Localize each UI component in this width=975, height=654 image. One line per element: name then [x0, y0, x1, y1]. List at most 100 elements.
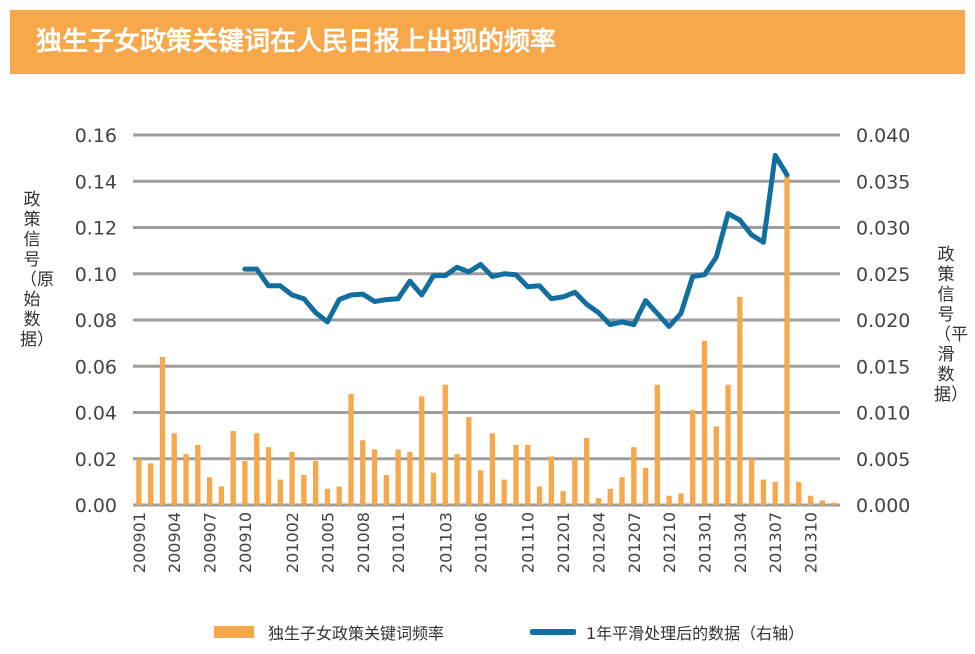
- grid-lines: [133, 133, 840, 507]
- bar-series: [136, 174, 837, 505]
- bar: [713, 426, 719, 505]
- bar: [148, 463, 154, 505]
- x-axis-ticks: 200901 200904 200907 200910 201002 201005 2010…: [130, 512, 821, 573]
- bar: [466, 417, 472, 505]
- bar: [336, 486, 342, 505]
- y-tick-label: 0.10: [75, 264, 117, 286]
- bar: [183, 454, 189, 505]
- legend-bar-swatch: [214, 626, 254, 638]
- bar: [631, 447, 637, 505]
- bar: [324, 488, 331, 505]
- bar: [619, 477, 625, 505]
- bar: [419, 396, 425, 505]
- y-tick-label: 0.08: [75, 310, 117, 332]
- chart-title: 独生子女政策关键词在人民日报上出现的频率: [36, 27, 557, 57]
- y-tick-label: 0.00: [75, 495, 117, 517]
- bar: [548, 456, 554, 505]
- x-tick-label: 201008: [354, 512, 373, 573]
- y-tick-label: 0.02: [75, 449, 117, 471]
- y2-tick-label: 0.035: [856, 171, 910, 193]
- y2-tick-label: 0.040: [856, 125, 910, 147]
- bar: [301, 474, 307, 505]
- y2-tick-label: 0.025: [856, 264, 910, 286]
- bar: [195, 444, 201, 505]
- x-tick-label: 201301: [695, 512, 714, 573]
- x-tick-label: 200901: [130, 512, 149, 573]
- bar: [560, 491, 566, 505]
- bar: [442, 384, 448, 505]
- bar: [360, 440, 366, 505]
- bar: [383, 474, 389, 505]
- legend-item-bars: 独生子女政策关键词频率: [214, 618, 444, 646]
- bar: [760, 479, 767, 505]
- bar: [595, 498, 602, 505]
- line-series: [242, 152, 790, 329]
- x-tick-label: 201002: [283, 512, 302, 573]
- bar: [159, 357, 166, 505]
- bar: [477, 470, 484, 505]
- x-tick-label: 201207: [625, 512, 644, 573]
- x-tick-label: 201106: [472, 512, 491, 573]
- bar: [171, 433, 177, 505]
- bar: [501, 479, 507, 505]
- bar: [584, 437, 590, 505]
- bar: [407, 451, 413, 505]
- y2-tick-label: 0.015: [856, 356, 910, 378]
- bar: [796, 481, 802, 505]
- bar: [348, 394, 354, 505]
- bar: [607, 488, 613, 505]
- bar: [654, 384, 661, 505]
- bar: [242, 461, 248, 505]
- bar: [572, 458, 578, 505]
- x-tick-label: 201304: [731, 512, 750, 573]
- x-tick-label: 200910: [236, 512, 255, 573]
- x-tick-label: 200907: [201, 512, 220, 573]
- x-tick-label: 201011: [389, 512, 408, 573]
- legend-item-line: 1年平滑处理后的数据（右轴）: [530, 618, 804, 646]
- x-tick-label: 201201: [554, 512, 573, 573]
- bar: [772, 481, 778, 505]
- legend-bar-label: 独生子女政策关键词频率: [268, 624, 445, 643]
- smoothed-line: [242, 152, 790, 329]
- y-tick-label: 0.16: [75, 125, 117, 147]
- y2-tick-label: 0.020: [856, 310, 910, 332]
- bar: [265, 447, 272, 505]
- x-tick-label: 201103: [436, 512, 455, 573]
- y2-tick-label: 0.030: [856, 218, 910, 240]
- y2-tick-label: 0.000: [856, 495, 910, 517]
- bar: [642, 468, 649, 505]
- title-banner: 独生子女政策关键词在人民日报上出现的频率: [10, 10, 965, 74]
- bar: [254, 433, 260, 505]
- y-tick-label: 0.12: [75, 218, 117, 240]
- legend-line-label: 1年平滑处理后的数据（右轴）: [586, 624, 805, 643]
- bar: [784, 174, 790, 505]
- legend: 独生子女政策关键词频率 1年平滑处理后的数据（右轴）: [0, 618, 975, 646]
- bar: [701, 340, 708, 505]
- bar: [289, 451, 295, 505]
- bar: [230, 431, 236, 505]
- bar: [690, 410, 696, 505]
- bar: [525, 444, 531, 505]
- bar: [678, 493, 684, 505]
- x-tick-label: 201310: [802, 512, 821, 573]
- y2-tick-label: 0.005: [856, 449, 910, 471]
- bar: [807, 495, 814, 505]
- x-tick-label: 201005: [318, 512, 337, 573]
- bar: [725, 384, 731, 505]
- bar: [454, 454, 460, 505]
- x-tick-label: 201307: [766, 512, 785, 573]
- bar: [737, 296, 743, 505]
- bar: [371, 449, 378, 505]
- right-axis-ticks: 0.000 0.005 0.010 0.015 0.020 0.025 0.030 0.035…: [856, 125, 910, 517]
- legend-line-swatch: [530, 629, 576, 635]
- bar: [831, 502, 837, 505]
- bar: [513, 444, 519, 505]
- x-tick-label: 200904: [165, 512, 184, 573]
- bar: [277, 479, 283, 505]
- bar: [536, 486, 543, 505]
- bar: [819, 500, 825, 505]
- left-axis-ticks: 0.00 0.02 0.04 0.06 0.08 0.10 0.12 0.14 0.16: [75, 125, 117, 517]
- x-tick-label: 201204: [589, 512, 608, 573]
- bar: [430, 472, 437, 505]
